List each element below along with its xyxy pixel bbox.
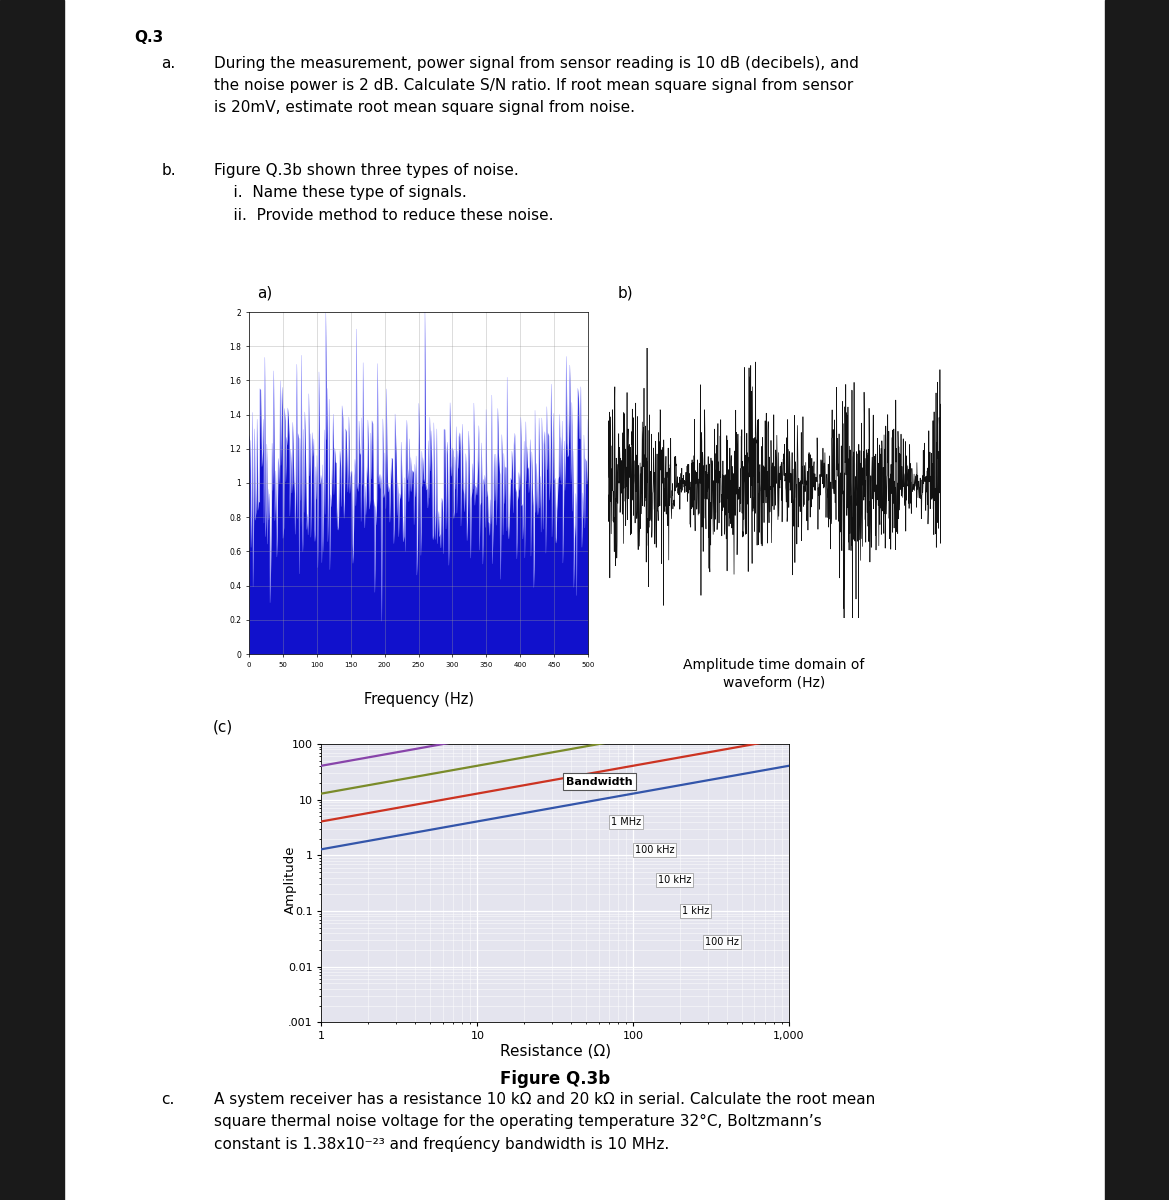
Text: (c): (c): [213, 720, 233, 734]
Bar: [0, 0, 64, 1200]
Text: 1 kHz: 1 kHz: [682, 906, 708, 916]
Text: Bandwidth: Bandwidth: [567, 776, 632, 786]
Text: During the measurement, power signal from sensor reading is 10 dB (decibels), an: During the measurement, power signal fro…: [214, 56, 859, 115]
Text: 10 kHz: 10 kHz: [658, 876, 692, 886]
Text: Frequency (Hz): Frequency (Hz): [364, 692, 473, 707]
Text: A system receiver has a resistance 10 kΩ and 20 kΩ in serial. Calculate the root: A system receiver has a resistance 10 kΩ…: [214, 1092, 876, 1152]
Text: 100 Hz: 100 Hz: [705, 937, 739, 947]
Text: c.: c.: [161, 1092, 174, 1106]
Text: a.: a.: [161, 56, 175, 72]
Text: 100 kHz: 100 kHz: [635, 845, 675, 854]
Text: Figure Q.3b shown three types of noise.
    i.  Name these type of signals.
    : Figure Q.3b shown three types of noise. …: [214, 163, 553, 223]
Text: a): a): [257, 286, 272, 300]
Bar: [1105, 0, 1169, 1200]
Text: Amplitude: Amplitude: [283, 845, 297, 914]
Text: 1 MHz: 1 MHz: [611, 817, 642, 827]
Text: b.: b.: [161, 163, 177, 178]
Text: Resistance (Ω): Resistance (Ω): [499, 1044, 611, 1058]
Text: b): b): [617, 286, 632, 300]
Text: Q.3: Q.3: [134, 30, 164, 44]
Text: Figure Q.3b: Figure Q.3b: [500, 1070, 610, 1088]
Text: Amplitude time domain of
waveform (Hz): Amplitude time domain of waveform (Hz): [683, 658, 865, 690]
